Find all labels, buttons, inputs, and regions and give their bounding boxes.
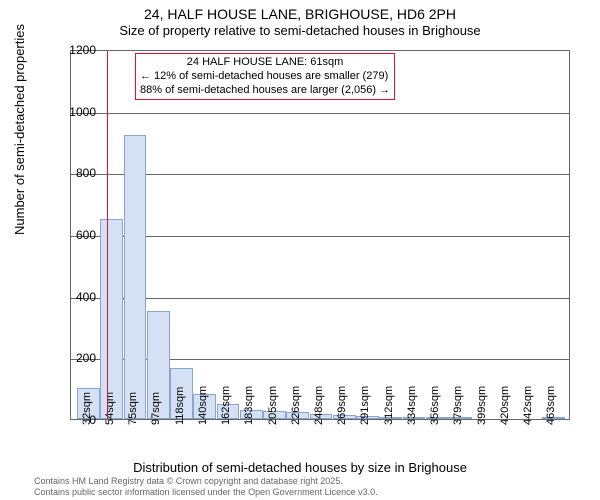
x-tick-label: 379sqm [452,386,464,425]
y-tick-label: 800 [56,166,96,180]
x-tick-label: 118sqm [174,387,186,425]
annotation-line: 24 HALF HOUSE LANE: 61sqm [140,56,390,70]
x-tick-label: 162sqm [220,386,232,425]
annotation-line: ← 12% of semi-detached houses are smalle… [140,70,390,84]
y-tick-label: 0 [56,413,96,427]
x-tick-label: 183sqm [243,386,255,425]
chart-title-main: 24, HALF HOUSE LANE, BRIGHOUSE, HD6 2PH [0,6,600,22]
gridline [71,113,569,114]
x-tick-label: 399sqm [476,386,488,425]
y-axis-label: Number of semi-detached properties [12,24,27,235]
x-tick-label: 463sqm [545,386,557,425]
reference-line [107,51,108,419]
y-tick-label: 600 [56,228,96,242]
x-tick-label: 248sqm [313,386,325,425]
histogram-bar [100,219,123,419]
x-tick-label: 420sqm [499,386,511,425]
x-tick-label: 356sqm [429,386,441,425]
footer-line-2: Contains public sector information licen… [34,487,378,498]
x-tick-label: 54sqm [104,392,116,425]
x-tick-label: 269sqm [336,386,348,425]
x-tick-label: 97sqm [150,392,162,425]
annotation-box: 24 HALF HOUSE LANE: 61sqm← 12% of semi-d… [135,53,395,100]
histogram-bar [124,135,147,419]
footer-attribution: Contains HM Land Registry data © Crown c… [34,476,378,498]
x-axis-label: Distribution of semi-detached houses by … [0,460,600,475]
x-tick-label: 226sqm [290,386,302,425]
x-tick-label: 312sqm [383,386,395,425]
x-tick-label: 334sqm [406,386,418,425]
plot-area: 32sqm54sqm75sqm97sqm118sqm140sqm162sqm18… [70,50,570,420]
y-tick-label: 1000 [56,105,96,119]
y-tick-label: 1200 [56,43,96,57]
x-tick-label: 205sqm [267,386,279,425]
x-tick-label: 140sqm [197,386,209,425]
x-tick-label: 75sqm [127,392,139,425]
y-tick-label: 200 [56,351,96,365]
footer-line-1: Contains HM Land Registry data © Crown c… [34,476,378,487]
x-tick-label: 442sqm [522,386,534,425]
x-tick-label: 291sqm [359,386,371,425]
y-tick-label: 400 [56,290,96,304]
chart-title-sub: Size of property relative to semi-detach… [0,23,600,38]
annotation-line: 88% of semi-detached houses are larger (… [140,84,390,98]
